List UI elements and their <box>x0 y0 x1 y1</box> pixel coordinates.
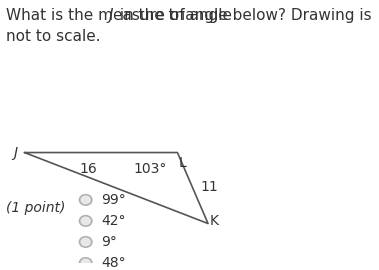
Text: in the triangle below? Drawing is: in the triangle below? Drawing is <box>115 8 371 23</box>
Circle shape <box>80 217 91 225</box>
Text: 11: 11 <box>200 180 218 194</box>
Circle shape <box>78 215 93 227</box>
Text: not to scale.: not to scale. <box>6 29 101 45</box>
Text: K: K <box>210 214 219 228</box>
Text: J: J <box>109 8 113 23</box>
Circle shape <box>80 238 91 247</box>
Circle shape <box>80 259 91 268</box>
Text: 9°: 9° <box>101 235 117 249</box>
Text: 99°: 99° <box>101 193 126 207</box>
Text: 103°: 103° <box>133 162 167 176</box>
Text: 42°: 42° <box>101 214 125 228</box>
Circle shape <box>78 257 93 269</box>
Circle shape <box>78 236 93 248</box>
Text: 48°: 48° <box>101 256 125 270</box>
Text: What is the measure of angle: What is the measure of angle <box>6 8 237 23</box>
Text: L: L <box>178 156 186 170</box>
Circle shape <box>78 194 93 206</box>
Text: 16: 16 <box>80 162 98 176</box>
Text: (1 point): (1 point) <box>6 201 66 215</box>
Text: J: J <box>13 146 17 160</box>
Circle shape <box>80 195 91 204</box>
